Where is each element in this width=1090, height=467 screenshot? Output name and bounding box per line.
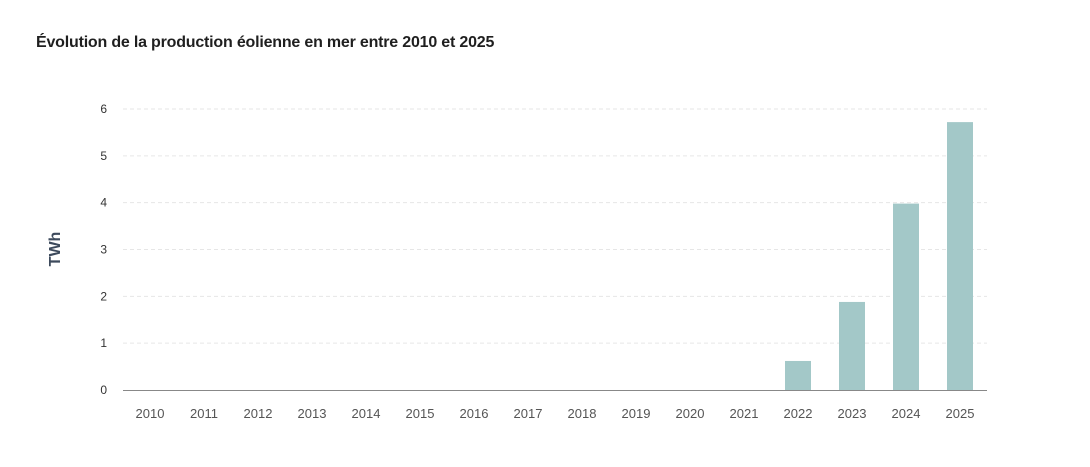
x-tick-label: 2010	[136, 406, 165, 421]
x-tick-label: 2019	[622, 406, 651, 421]
x-tick-label: 2012	[244, 406, 273, 421]
bar-2022	[785, 360, 811, 390]
x-tick-label: 2021	[730, 406, 759, 421]
x-tick-label: 2017	[514, 406, 543, 421]
x-tick-label: 2018	[568, 406, 597, 421]
bars	[785, 122, 973, 390]
bar-2023	[839, 301, 865, 390]
x-tick-label: 2020	[676, 406, 705, 421]
chart-title: Évolution de la production éolienne en m…	[36, 34, 495, 51]
x-tick-label: 2022	[784, 406, 813, 421]
gridlines	[123, 108, 987, 344]
x-tick-label: 2011	[190, 406, 218, 421]
y-tick-label: 2	[100, 289, 107, 303]
x-tick-label: 2015	[406, 406, 435, 421]
y-tick-label: 1	[100, 336, 107, 350]
x-tick-label: 2025	[946, 406, 975, 421]
y-tick-label: 0	[100, 383, 107, 397]
x-tick-label: 2016	[460, 406, 489, 421]
bar-2025	[947, 122, 973, 390]
y-tick-label: 6	[100, 102, 107, 116]
x-tick-label: 2023	[838, 406, 867, 421]
y-tick-labels: 0 1 2 3 4 5 6	[100, 102, 107, 397]
y-tick-label: 3	[100, 243, 107, 257]
y-tick-label: 5	[100, 149, 107, 163]
bar-2024	[893, 203, 919, 390]
y-tick-label: 4	[100, 196, 107, 210]
x-tick-label: 2024	[892, 406, 921, 421]
y-axis-title: TWh	[47, 232, 64, 267]
x-tick-labels: 2010 2011 2012 2013 2014 2015 2016 2017 2018 2019…	[136, 406, 975, 421]
x-tick-label: 2014	[352, 406, 381, 421]
x-tick-label: 2013	[298, 406, 327, 421]
